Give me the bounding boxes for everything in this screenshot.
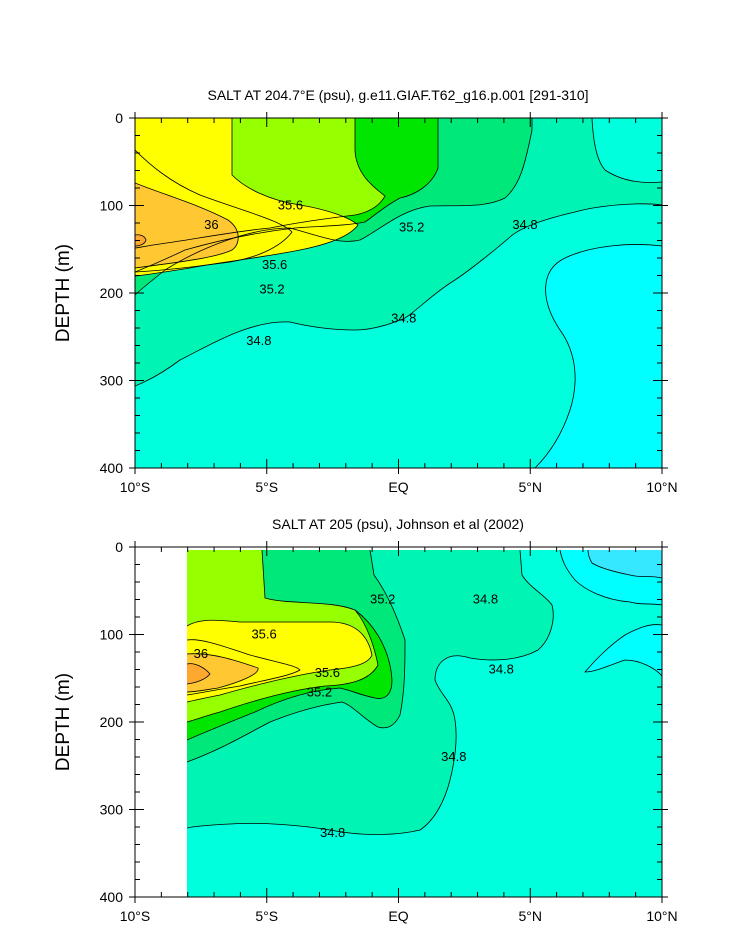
y-tick-label: 200 (100, 285, 124, 301)
y-tick-label: 400 (100, 460, 124, 476)
panel-1-tick-labels: 10°S 5°S EQ 5°N 10°N 0 100 200 300 400 (100, 110, 678, 495)
panel-1-plot: 35.6 36 35.6 35.2 35.2 34.8 34.8 34.8 (135, 118, 662, 468)
panel-1-fill-36-0 (135, 183, 239, 268)
contour-label: 34.8 (441, 749, 466, 764)
contour-label: 36 (204, 217, 218, 232)
panel-2-title: SALT AT 205 (psu), Johnson et al (2002) (272, 516, 524, 532)
x-tick-label: 10°N (646, 908, 677, 924)
x-tick-label: 5°S (255, 908, 278, 924)
panel-1-contour-line (135, 182, 239, 269)
panel-2-fill-36-0 (187, 653, 259, 692)
y-tick-label: 100 (100, 198, 124, 214)
contour-label: 35.2 (370, 592, 395, 607)
panel-1-fill-36-2 (135, 234, 146, 246)
x-tick-label: 10°S (120, 908, 151, 924)
contour-label: 36 (194, 646, 208, 661)
contour-label: 35.6 (278, 198, 303, 213)
y-tick-label: 200 (100, 714, 124, 730)
panel-2-contour-line (186, 549, 393, 741)
panel-2-contour-line (186, 619, 373, 703)
y-tick-label: 300 (100, 802, 124, 818)
panel-1-y-axis-label: DEPTH (m) (53, 244, 74, 342)
panel-1-contour-line (135, 203, 662, 387)
x-tick-label: EQ (388, 479, 408, 495)
panel-1-fill-34-4 (535, 244, 662, 468)
panel-1-contour-line (135, 149, 293, 273)
contour-label: 34.8 (320, 825, 345, 840)
panel-1: SALT AT 204.7°E (psu), g.e11.GIAF.T62_g1… (53, 87, 678, 495)
y-tick-label: 0 (115, 110, 123, 126)
panel-1-contour-line (135, 234, 147, 247)
contour-label: 35.2 (307, 684, 332, 699)
panel-1-contour-line (135, 118, 439, 273)
x-tick-label: 10°N (646, 479, 677, 495)
y-tick-label: 400 (100, 889, 124, 905)
panel-2-contour-line (559, 549, 662, 606)
panel-2-ticks (129, 541, 668, 903)
panel-2-contour-lines (186, 549, 662, 835)
panel-2-contour-line (186, 653, 259, 693)
y-tick-label: 300 (100, 373, 124, 389)
x-tick-label: EQ (388, 908, 408, 924)
contour-label: 34.8 (246, 333, 271, 348)
panel-2-fill-36-2 (187, 663, 210, 684)
panel-1-contour-line (135, 118, 386, 249)
panel-2-contour-line (186, 663, 211, 685)
contour-label: 34.8 (473, 592, 498, 607)
panel-1-contour-line (591, 118, 662, 183)
panel-2-contour-line (584, 624, 662, 677)
contour-label: 35.2 (259, 282, 284, 297)
contour-label: 34.8 (489, 662, 514, 677)
panel-1-contour-line (135, 118, 533, 296)
panel-2-contour-line (587, 549, 662, 579)
panel-1-contour-line (135, 118, 359, 277)
panel-2-contour-line (186, 609, 379, 723)
x-tick-label: 5°N (519, 908, 543, 924)
panel-1-contour-lines (135, 118, 662, 468)
y-tick-label: 100 (100, 627, 124, 643)
contour-label: 35.2 (399, 219, 424, 234)
panel-2: SALT AT 205 (psu), Johnson et al (2002) (53, 516, 678, 924)
panel-1-contour-line (534, 244, 662, 468)
x-tick-label: 10°S (120, 479, 151, 495)
panel-1-fill-34-6-ne (592, 118, 662, 183)
panel-2-contour-labels: 35.2 34.8 35.6 36 35.6 35.2 34.8 34.8 34.8 (194, 592, 514, 841)
panel-2-tick-labels: 10°S 5°S EQ 5°N 10°N 0 100 200 300 400 (100, 539, 678, 924)
panel-2-contour-line (186, 639, 301, 696)
panel-2-y-axis-label: DEPTH (m) (53, 673, 74, 771)
panel-1-title: SALT AT 204.7°E (psu), g.e11.GIAF.T62_g1… (208, 87, 589, 103)
panel-2-contour-line (186, 549, 406, 763)
contour-label: 35.6 (315, 665, 340, 680)
panel-2-fill-34-2 (588, 550, 662, 578)
y-tick-label: 0 (115, 539, 123, 555)
panel-1-contour-labels: 35.6 36 35.6 35.2 35.2 34.8 34.8 34.8 (204, 198, 537, 349)
panel-2-plot: 35.2 34.8 35.6 36 35.6 35.2 34.8 34.8 34.8 (135, 547, 662, 897)
x-tick-label: 5°N (519, 479, 543, 495)
contour-label: 35.6 (262, 257, 287, 272)
contour-label: 34.8 (512, 217, 537, 232)
panel-1-ticks (129, 112, 668, 474)
contour-label: 34.8 (391, 310, 416, 325)
panel-2-contour-line (186, 549, 554, 835)
contour-label: 35.6 (251, 627, 276, 642)
x-tick-label: 5°S (255, 479, 278, 495)
